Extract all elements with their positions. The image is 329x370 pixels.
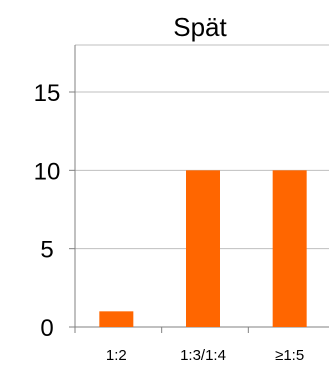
x-tick-label: 1:3/1:4 (180, 347, 226, 364)
bar-3 (272, 170, 307, 327)
y-tick-label: 10 (34, 158, 61, 185)
x-tick-label: ≥1:5 (275, 347, 304, 364)
x-tick-labels: 1:2 1:3/1:4 ≥1:5 (106, 347, 304, 364)
y-tick-labels: 0 5 10 15 (34, 80, 61, 342)
bar-2 (186, 170, 220, 327)
chart-title: Spät (173, 12, 227, 42)
y-tick-label: 0 (40, 315, 53, 342)
y-tick-label: 5 (40, 237, 53, 264)
bar-1 (99, 311, 134, 327)
bars (99, 170, 307, 327)
x-tick-label: 1:2 (106, 347, 127, 364)
y-tick-label: 15 (34, 80, 61, 107)
